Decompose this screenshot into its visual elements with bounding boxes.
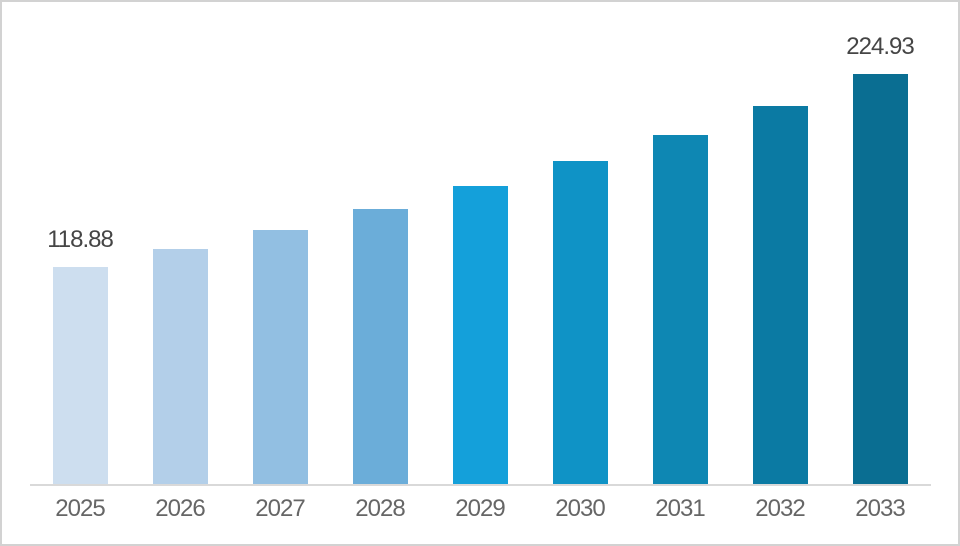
- bar-group-2029: [430, 186, 530, 484]
- bar-group-2033: 224.93: [830, 33, 930, 484]
- bar-2033: [852, 74, 908, 484]
- plot-area: 118.88 224.93: [30, 14, 930, 484]
- x-tick-2027: 2027: [255, 495, 305, 522]
- x-axis-line: [30, 484, 931, 486]
- bar-2029: [452, 186, 508, 484]
- x-tick-2033: 2033: [855, 495, 905, 522]
- bar-2031: [652, 134, 708, 484]
- bar-2025: [52, 267, 108, 484]
- x-tick-2029: 2029: [455, 495, 505, 522]
- bar-2032: [752, 105, 808, 484]
- bar-group-2032: [730, 105, 830, 484]
- bar-2028: [352, 208, 408, 484]
- x-tick-2031: 2031: [655, 495, 705, 522]
- bar-group-2030: [530, 161, 630, 484]
- x-tick-2025: 2025: [55, 495, 105, 522]
- bar-group-2026: [130, 249, 230, 484]
- bar-2027: [252, 229, 308, 484]
- bar-2026: [152, 249, 208, 484]
- bar-group-2028: [330, 208, 430, 484]
- data-label-2033: 224.93: [846, 33, 914, 60]
- bar-group-2027: [230, 229, 330, 484]
- data-label-2025: 118.88: [47, 226, 114, 254]
- bar-group-2031: [630, 134, 730, 484]
- x-tick-2028: 2028: [355, 495, 405, 522]
- x-tick-2026: 2026: [155, 495, 205, 522]
- x-axis: 2025 2026 2027 2028 2029 2030 2031 2032 2033: [30, 486, 930, 544]
- x-tick-2030: 2030: [555, 495, 605, 522]
- bar-2030: [552, 161, 608, 484]
- x-tick-2032: 2032: [755, 495, 805, 522]
- bar-group-2025: 118.88: [30, 226, 130, 484]
